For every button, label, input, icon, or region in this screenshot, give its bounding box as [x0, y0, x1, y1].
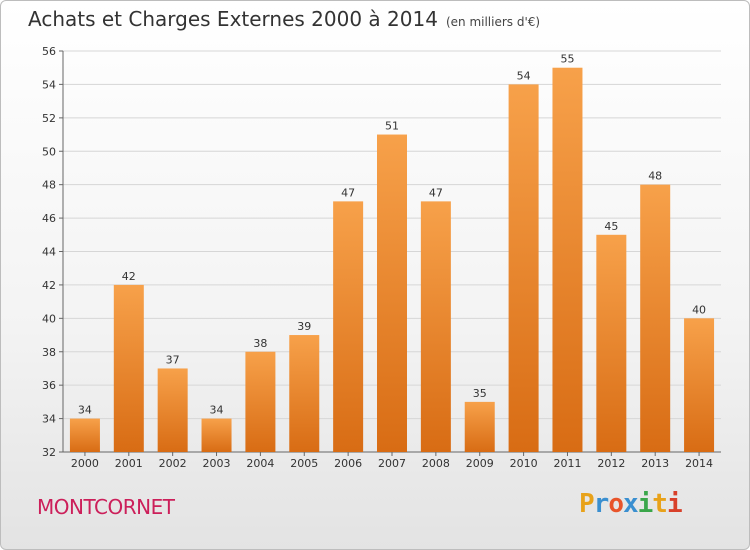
bar-2008: [420, 201, 451, 452]
bar-2006: [333, 201, 364, 452]
bar-2003: [201, 418, 232, 452]
x-tick-label-2000: 2000: [71, 457, 99, 470]
data-label-2014: 40: [692, 303, 706, 316]
x-tick-label-2011: 2011: [553, 457, 581, 470]
bar-2010: [508, 84, 539, 453]
y-tick-label: 56: [42, 45, 56, 58]
bar-2013: [640, 184, 671, 452]
x-tick-label-2004: 2004: [246, 457, 274, 470]
y-tick-label: 52: [42, 112, 56, 125]
data-label-2011: 55: [560, 53, 574, 66]
x-tick-label-2005: 2005: [290, 457, 318, 470]
data-label-2013: 48: [648, 170, 662, 183]
bar-2009: [464, 401, 495, 452]
bar-2001: [113, 284, 144, 452]
y-tick-label: 50: [42, 145, 56, 158]
bar-2000: [69, 418, 100, 452]
x-tick-label-2010: 2010: [510, 457, 538, 470]
logo-letter: t: [652, 489, 668, 519]
x-tick-label-2008: 2008: [422, 457, 450, 470]
logo-letter: o: [608, 489, 624, 519]
y-tick-label: 32: [42, 446, 56, 459]
data-label-2000: 34: [78, 404, 92, 417]
y-tick-label: 46: [42, 212, 56, 225]
x-tick-label-2002: 2002: [159, 457, 187, 470]
x-tick-label-2006: 2006: [334, 457, 362, 470]
data-label-2010: 54: [517, 69, 531, 82]
proxiti-logo: Proxiti: [579, 489, 683, 519]
data-label-2007: 51: [385, 120, 399, 133]
y-tick-label: 38: [42, 346, 56, 359]
bar-2005: [289, 335, 320, 452]
data-label-2002: 37: [166, 353, 180, 366]
data-label-2006: 47: [341, 186, 355, 199]
y-tick-label: 36: [42, 379, 56, 392]
chart-title-text: Achats et Charges Externes 2000 à 2014: [28, 7, 438, 31]
data-label-2008: 47: [429, 186, 443, 199]
x-tick-label-2003: 2003: [203, 457, 231, 470]
data-label-2012: 45: [604, 220, 618, 233]
x-tick-label-2013: 2013: [641, 457, 669, 470]
chart-subtitle: (en milliers d'€): [445, 15, 541, 29]
bar-2004: [245, 351, 276, 452]
y-tick-label: 54: [42, 78, 56, 91]
y-tick-label: 42: [42, 279, 56, 292]
x-tick-label-2001: 2001: [115, 457, 143, 470]
data-label-2009: 35: [473, 387, 487, 400]
data-label-2005: 39: [297, 320, 311, 333]
x-tick-label-2014: 2014: [685, 457, 713, 470]
chart-title: Achats et Charges Externes 2000 à 2014 (e…: [28, 7, 540, 31]
logo-letter: r: [593, 489, 610, 519]
logo-letter: i: [666, 489, 683, 519]
bar-2014: [684, 318, 715, 452]
bar-2011: [552, 67, 583, 452]
y-tick-label: 48: [42, 179, 56, 192]
y-tick-label: 44: [42, 246, 56, 259]
logo-letter: x: [622, 489, 639, 519]
bar-2012: [596, 234, 627, 452]
bar-2007: [377, 134, 407, 452]
data-label-2004: 38: [253, 337, 267, 350]
x-tick-label-2007: 2007: [378, 457, 406, 470]
logo-letter: P: [579, 489, 595, 519]
x-tick-label-2012: 2012: [597, 457, 625, 470]
bar-2002: [157, 368, 188, 452]
logo-letter: i: [637, 489, 654, 519]
x-tick-label-2009: 2009: [466, 457, 494, 470]
data-label-2003: 34: [210, 404, 224, 417]
y-tick-label: 40: [42, 312, 56, 325]
y-tick-label: 34: [42, 413, 56, 426]
data-label-2001: 42: [122, 270, 136, 283]
commune-name: MONTCORNET: [37, 495, 175, 519]
